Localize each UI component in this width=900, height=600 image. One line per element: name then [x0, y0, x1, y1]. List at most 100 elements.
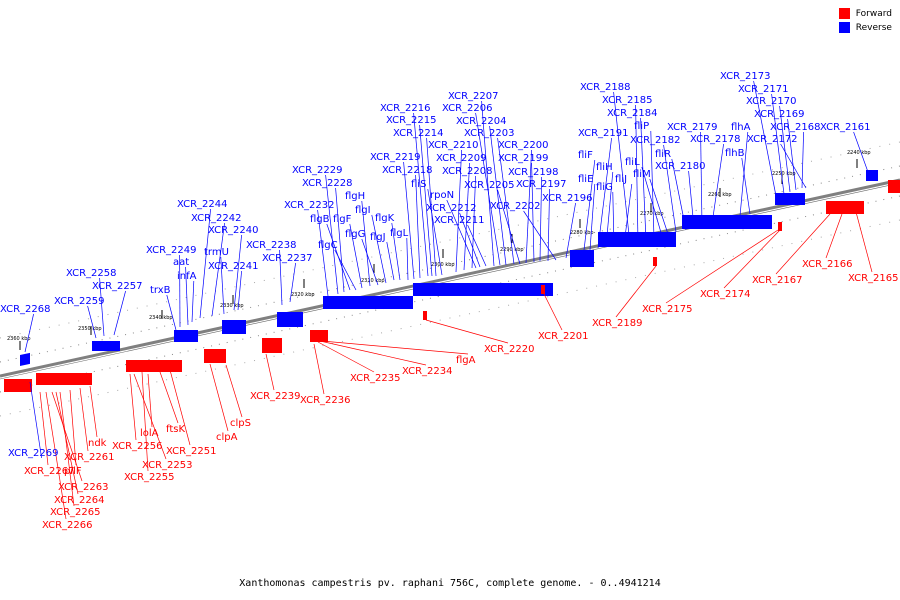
- label-leader-lines: [24, 80, 873, 520]
- reverse-gene-label: flgJ: [370, 232, 386, 243]
- scale-tick-label: 2250 kbp: [772, 171, 796, 177]
- scale-tick-label: 2240 kbp: [847, 150, 871, 156]
- reverse-gene-label: XCR_2197: [516, 179, 567, 190]
- reverse-gene-label: fliP: [634, 121, 649, 132]
- genome-caption: Xanthomonas campestris pv. raphani 756C,…: [239, 578, 661, 589]
- reverse-gene-label: XCR_2229: [292, 165, 343, 176]
- scale-tick-label: 2330 kbp: [220, 303, 244, 309]
- scale-tick-label: 2350 kbp: [78, 326, 102, 332]
- reverse-gene-label: rpoN: [430, 190, 454, 201]
- reverse-gene-label: fliH: [596, 162, 613, 173]
- forward-gene-label: XCR_2251: [166, 446, 217, 457]
- reverse-gene-label: XCR_2184: [607, 108, 658, 119]
- forward-gene-label: XCR_2261: [64, 452, 115, 463]
- reverse-gene-label: XCR_2269: [8, 448, 59, 459]
- reverse-gene-label: aat: [173, 257, 189, 268]
- forward-gene-label: XCR_2267: [24, 466, 75, 477]
- reverse-gene-label: XCR_2241: [208, 261, 259, 272]
- reverse-gene-label: fliF: [578, 150, 593, 161]
- reverse-gene-label: XCR_2203: [464, 128, 515, 139]
- reverse-gene-label: XCR_2237: [262, 253, 313, 264]
- reverse-gene-label: flgK: [375, 213, 395, 224]
- reverse-gene-label: flhA: [731, 122, 751, 133]
- reverse-gene-label: XCR_2161: [820, 122, 871, 133]
- reverse-gene-label: flgG: [345, 229, 365, 240]
- forward-gene-label: XCR_2236: [300, 395, 351, 406]
- reverse-gene-label: fliE: [578, 174, 593, 185]
- reverse-gene-label: XCR_2198: [508, 167, 559, 178]
- forward-gene-label: XCR_2175: [642, 304, 693, 315]
- reverse-gene-label: flgL: [390, 228, 409, 239]
- reverse-gene-label: XCR_2218: [382, 165, 433, 176]
- forward-gene-label: XCR_2166: [802, 259, 853, 270]
- reverse-gene-label: XCR_2244: [177, 199, 228, 210]
- scale-tick-label: 2320 kbp: [291, 292, 315, 298]
- forward-gene-label: XCR_2253: [142, 460, 193, 471]
- forward-gene-label: XCR_2263: [58, 482, 109, 493]
- reverse-gene-label: flgI: [355, 205, 371, 216]
- reverse-gene-label: fliJ: [615, 174, 627, 185]
- forward-gene-label: XCR_2264: [54, 495, 105, 506]
- reverse-gene-label: XCR_2212: [426, 203, 477, 214]
- reverse-gene-label: XCR_2185: [602, 95, 653, 106]
- forward-gene-label: XCR_2201: [538, 331, 589, 342]
- reverse-gene-label: XCR_2182: [630, 135, 681, 146]
- reverse-gene-label: XCR_2240: [208, 225, 259, 236]
- forward-gene-label: clpA: [216, 432, 238, 443]
- forward-gene-label: clpS: [230, 418, 251, 429]
- reverse-gene-label: XCR_2257: [92, 281, 143, 292]
- forward-swatch: [838, 8, 850, 19]
- forward-gene-label: ftsK: [166, 424, 185, 435]
- reverse-gene-label: trmU: [204, 247, 229, 258]
- scale-tick-label: 2340 kbp: [149, 315, 173, 321]
- reverse-gene-label: XCR_2211: [434, 215, 485, 226]
- forward-gene-label: XCR_2189: [592, 318, 643, 329]
- legend-label-forward: Forward: [855, 8, 892, 19]
- reverse-gene-label: XCR_2180: [655, 161, 706, 172]
- reverse-gene-label: XCR_2216: [380, 103, 431, 114]
- reverse-gene-label: XCR_2207: [448, 91, 499, 102]
- reverse-gene-label: XCR_2232: [284, 200, 335, 211]
- reverse-gene-label: flhB: [725, 148, 745, 159]
- reverse-gene-label: flgF: [333, 214, 352, 225]
- reverse-gene-label: XCR_2242: [191, 213, 242, 224]
- reverse-gene-label: XCR_2268: [0, 304, 51, 315]
- forward-gene-label: XCR_2255: [124, 472, 175, 483]
- reverse-gene-label: XCR_2170: [746, 96, 797, 107]
- forward-genes: [4, 180, 900, 392]
- scale-tick-label: 2270 kbp: [640, 211, 664, 217]
- reverse-gene-label: XCR_2171: [738, 84, 789, 95]
- scale-tick-label: 2310 kbp: [361, 278, 385, 284]
- legend-item-reverse: Reverse: [838, 22, 892, 33]
- reverse-gene-label: XCR_2214: [393, 128, 444, 139]
- reverse-gene-label: XCR_2202: [490, 201, 541, 212]
- reverse-gene-label: XCR_2172: [747, 134, 798, 145]
- reverse-gene-label: XCR_2258: [66, 268, 117, 279]
- reverse-gene-label: XCR_2200: [498, 140, 549, 151]
- forward-gene-label: XCR_2174: [700, 289, 751, 300]
- reverse-gene-label: XCR_2173: [720, 71, 771, 82]
- scale-tick-label: 2360 kbp: [7, 336, 31, 342]
- legend-item-forward: Forward: [838, 8, 892, 19]
- reverse-gene-label: flgC: [318, 240, 338, 251]
- reverse-gene-label: XCR_2208: [442, 166, 493, 177]
- forward-gene-label: pilF: [64, 466, 82, 477]
- reverse-gene-label: flgB: [310, 214, 330, 225]
- forward-gene-label: XCR_2165: [848, 273, 899, 284]
- scale-tick-label: 2290 kbp: [500, 247, 524, 253]
- reverse-gene-label: XCR_2249: [146, 245, 197, 256]
- reverse-gene-label: XCR_2228: [302, 178, 353, 189]
- scale-ticks: 2240 kbp 2250 kbp 2260 kbp 2270 kbp 2280…: [7, 150, 871, 350]
- legend-label-reverse: Reverse: [855, 22, 892, 33]
- reverse-gene-label: fliG: [596, 182, 613, 193]
- reverse-gene-label: XCR_2205: [464, 180, 515, 191]
- forward-gene-label: XCR_2239: [250, 391, 301, 402]
- reverse-gene-label: infA: [177, 271, 197, 282]
- reverse-gene-label: fliL: [625, 157, 640, 168]
- reverse-gene-label: fliR: [655, 149, 671, 160]
- forward-gene-label: XCR_2235: [350, 373, 401, 384]
- reverse-gene-label: XCR_2169: [754, 109, 805, 120]
- reverse-gene-label: XCR_2196: [542, 193, 593, 204]
- reverse-gene-label: fliS: [411, 179, 426, 190]
